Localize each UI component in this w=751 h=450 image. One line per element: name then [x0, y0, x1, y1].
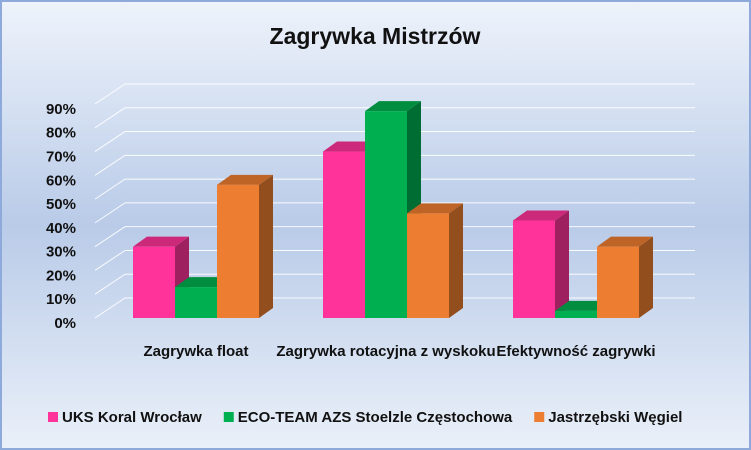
y-tick-label: 50%: [46, 196, 76, 213]
bar-top: [407, 203, 463, 214]
grid-line: [94, 202, 695, 224]
grid-line: [94, 107, 695, 129]
grid-line: [94, 154, 695, 176]
bar: [217, 184, 259, 318]
grid-line: [94, 226, 695, 248]
bar: [407, 213, 449, 318]
bar-side: [449, 203, 463, 318]
grid-line: [94, 131, 695, 152]
bar-side: [555, 210, 569, 318]
legend-swatch: [48, 412, 58, 422]
grid-line: [94, 178, 695, 200]
x-tick-label: Efektywność zagrywki: [496, 343, 655, 360]
bar: [133, 246, 175, 318]
legend-label: UKS Koral Wrocław: [62, 409, 202, 426]
bar-top: [597, 236, 653, 247]
grid-line: [94, 297, 695, 319]
x-tick-label: Zagrywka rotacyjna z wyskoku: [276, 343, 495, 360]
y-tick-label: 70%: [46, 149, 76, 166]
chart-title: Zagrywka Mistrzów: [270, 23, 481, 49]
grid-line: [94, 273, 695, 295]
bar-side: [259, 174, 273, 318]
bar-top: [365, 101, 421, 112]
legend-label: ECO-TEAM AZS Stoelzle Częstochowa: [238, 409, 513, 426]
bar: [323, 151, 365, 318]
x-tick-label: Zagrywka float: [143, 343, 248, 360]
bar: [555, 310, 597, 318]
bar-top: [217, 174, 273, 185]
y-tick-label: 20%: [46, 267, 76, 284]
y-tick-label: 80%: [46, 125, 76, 142]
legend-swatch: [534, 412, 545, 422]
legend-label: Jastrzębski Węgiel: [548, 409, 682, 426]
grid-line: [94, 83, 695, 105]
bar-top: [513, 210, 569, 221]
y-tick-label: 30%: [46, 244, 76, 261]
y-tick-label: 60%: [46, 172, 76, 189]
grid-line: [94, 249, 695, 271]
bar: [513, 220, 555, 318]
y-tick-label: 90%: [46, 101, 76, 118]
y-tick-label: 40%: [46, 220, 76, 237]
bar: [597, 246, 639, 318]
y-tick-label: 10%: [46, 291, 76, 308]
y-tick-label: 0%: [54, 315, 76, 332]
bar: [365, 111, 407, 318]
bar-side: [639, 236, 653, 318]
bar-top: [133, 236, 189, 247]
legend-swatch: [223, 412, 234, 422]
bar: [175, 287, 217, 318]
